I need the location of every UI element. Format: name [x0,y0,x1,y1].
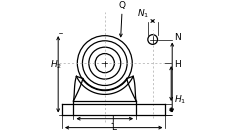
Text: J: J [111,115,113,124]
Text: L: L [111,123,116,132]
Text: $H_1$: $H_1$ [173,94,185,106]
Text: $H_2$: $H_2$ [50,58,62,71]
Text: Q: Q [118,1,125,10]
Text: $N_1$: $N_1$ [136,8,149,20]
Text: H: H [173,60,180,69]
Text: N: N [173,33,180,42]
